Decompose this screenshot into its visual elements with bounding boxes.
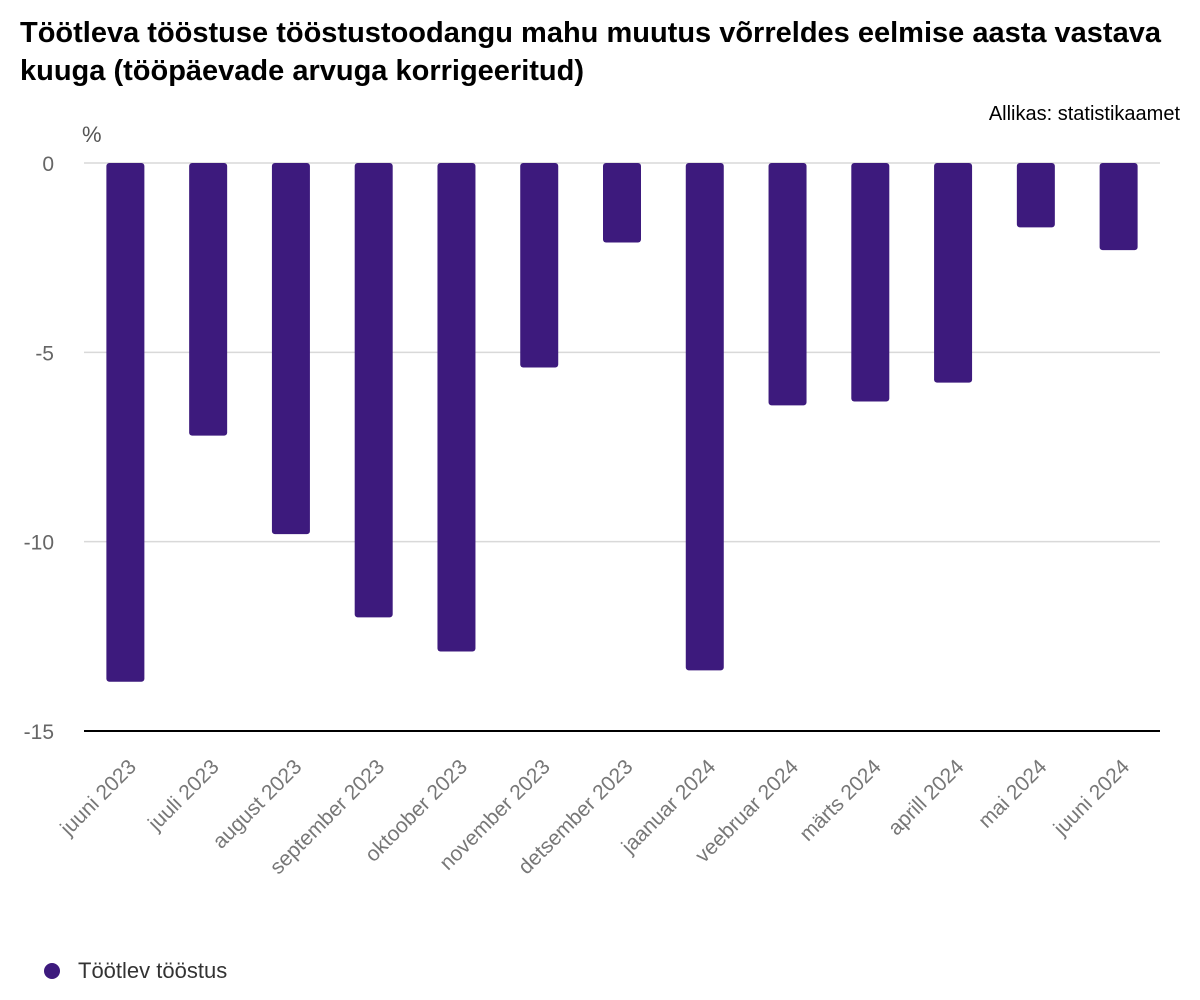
x-tick-label: juuli 2023	[143, 755, 224, 836]
x-tick-label: juuni 2024	[1049, 755, 1135, 841]
bar	[603, 163, 641, 243]
bar	[1016, 163, 1055, 228]
bar	[1099, 163, 1138, 251]
x-tick-label: märts 2024	[795, 755, 886, 846]
bar	[437, 163, 476, 652]
y-axis-unit-label: %	[82, 122, 102, 147]
x-tick-label: aprill 2024	[884, 755, 969, 840]
bar	[851, 163, 890, 402]
y-tick-label: -15	[24, 721, 54, 744]
bar	[271, 163, 310, 535]
chart-source: Allikas: statistikaamet	[988, 103, 1180, 125]
bar	[189, 163, 228, 436]
legend-marker	[44, 963, 60, 979]
x-tick-label: juuni 2023	[55, 755, 141, 841]
bar	[934, 163, 973, 383]
bar	[520, 163, 559, 368]
bar	[106, 163, 145, 682]
y-tick-label: 0	[42, 153, 54, 176]
legend-label: Töötlev tööstus	[78, 958, 228, 983]
x-tick-label: mai 2024	[974, 755, 1052, 833]
bar	[685, 163, 724, 671]
chart-title: Töötleva tööstuse tööstustoodangu mahu m…	[20, 17, 1161, 87]
legend: Töötlev tööstus	[44, 958, 227, 984]
y-tick-label: -5	[35, 342, 54, 365]
bar	[354, 163, 393, 618]
y-tick-label: -10	[24, 532, 54, 555]
bar	[768, 163, 807, 406]
